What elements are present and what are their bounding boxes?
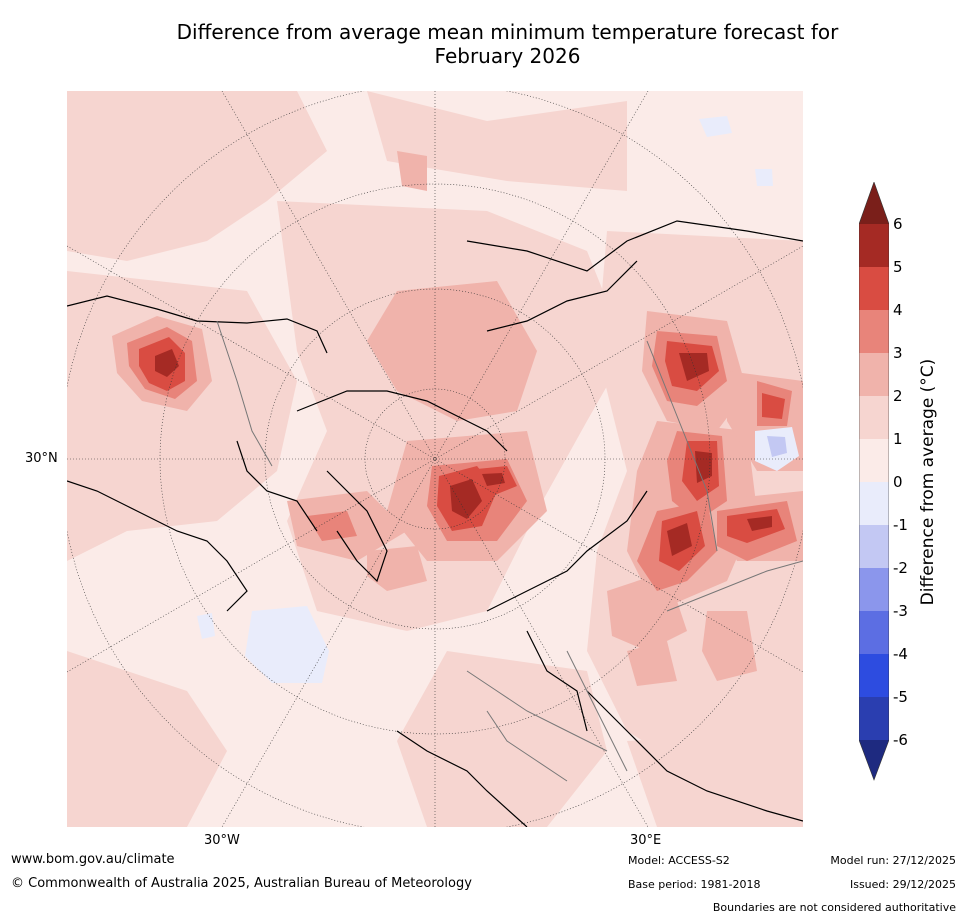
coastlines: [67, 220, 803, 827]
colorbar-tick-6: 6: [893, 215, 903, 233]
colorbar-extend-top: [859, 182, 889, 224]
colorbar-segment-minus-3-to-minus-2: [859, 568, 889, 611]
title-line-2: February 2026: [434, 44, 581, 68]
colorbar-segment-1-to-2: [859, 396, 889, 439]
map-title: Difference from average mean minimum tem…: [60, 20, 955, 68]
graticule: [67, 91, 803, 827]
colorbar-tick-minus-4: -4: [893, 645, 908, 663]
colorbar-segment-minus-6-to-minus-5: [859, 697, 889, 740]
colorbar-tick-minus-2: -2: [893, 559, 908, 577]
colorbar-tick-minus-6: -6: [893, 731, 908, 749]
colorbar-segment-2-to-3: [859, 353, 889, 396]
longitude-label-30w: 30°W: [204, 833, 240, 848]
boundaries-disclaimer: Boundaries are not considered authoritat…: [712, 901, 956, 914]
longitude-label-30e: 30°E: [630, 833, 662, 848]
colorbar: [858, 181, 890, 786]
colorbar-segment-minus-1-to-0: [859, 482, 889, 525]
colorbar-tick-minus-1: -1: [893, 516, 908, 534]
latitude-label-30n: 30°N: [25, 451, 58, 466]
colorbar-segment-4-to-5: [859, 267, 889, 310]
base-period: Base period: 1981-2018: [628, 878, 761, 891]
colorbar-tick-1: 1: [893, 430, 903, 448]
colorbar-segment-minus-2-to-minus-1: [859, 525, 889, 568]
colorbar-segment-5-to-6: [859, 224, 889, 267]
colorbar-segment-3-to-4: [859, 310, 889, 353]
website-link[interactable]: www.bom.gov.au/climate: [11, 852, 175, 867]
colorbar-extend-bottom: [859, 740, 889, 780]
colorbar-tick-0: 0: [893, 473, 903, 491]
anomaly-5-to-6-regions: [155, 349, 772, 556]
title-line-1: Difference from average mean minimum tem…: [176, 20, 839, 44]
colorbar-segment-0-to-1: [859, 439, 889, 482]
colorbar-title-unit: °C): [918, 358, 938, 386]
country-borders: [216, 320, 803, 782]
colorbar-tick-2: 2: [893, 387, 903, 405]
colorbar-title: Difference from average (°C): [918, 359, 938, 606]
colorbar-tick-5: 5: [893, 258, 903, 276]
model-run-date: Model run: 27/12/2025: [830, 854, 956, 867]
forecast-map: [67, 91, 803, 827]
colorbar-title-text: Difference from average (: [918, 385, 938, 606]
colorbar-scale: [858, 181, 890, 781]
colorbar-tick-minus-3: -3: [893, 602, 908, 620]
anomaly-minus-2-to-minus-1-region: [767, 436, 787, 457]
model-name: Model: ACCESS-S2: [628, 854, 730, 867]
issued-date: Issued: 29/12/2025: [849, 878, 956, 891]
colorbar-tick-3: 3: [893, 344, 903, 362]
colorbar-tick-4: 4: [893, 301, 903, 319]
colorbar-tick-minus-5: -5: [893, 688, 908, 706]
copyright-text: © Commonwealth of Australia 2025, Austra…: [11, 876, 472, 891]
colorbar-segment-minus-5-to-minus-4: [859, 654, 889, 697]
colorbar-segment-minus-4-to-minus-3: [859, 611, 889, 654]
map-canvas: [67, 91, 803, 827]
